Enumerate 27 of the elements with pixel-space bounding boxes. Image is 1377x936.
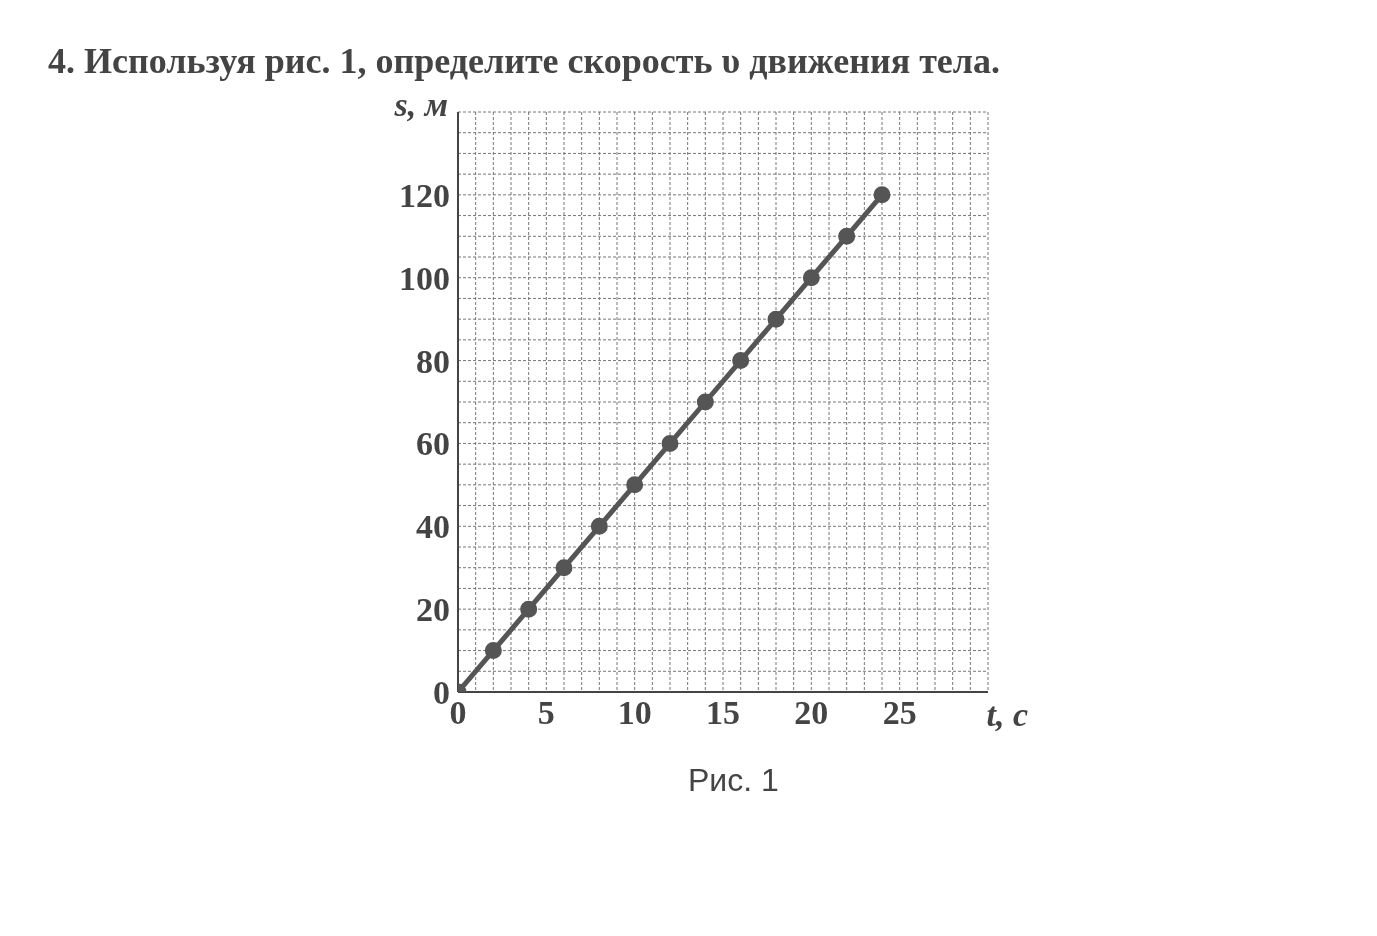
x-tick-label: 20 — [794, 694, 829, 732]
chart-title: 4. Используя рис. 1, определите скорость υ движения тела. — [48, 40, 1002, 82]
x-tick-label: 15 — [706, 694, 740, 732]
y-tick-label: 40 — [416, 508, 450, 546]
y-tick-label: 20 — [416, 591, 450, 629]
y-tick-label: 60 — [416, 425, 450, 463]
point — [520, 600, 538, 618]
point — [661, 434, 679, 452]
point — [484, 642, 502, 660]
y-axis-title: s, м — [393, 86, 448, 124]
point — [555, 559, 573, 577]
y-tick-label: 80 — [416, 342, 450, 380]
point — [838, 227, 856, 245]
point — [767, 310, 785, 328]
y-tick-label: 100 — [399, 259, 450, 297]
point — [696, 393, 714, 411]
x-tick-label: 5 — [537, 694, 555, 732]
point — [626, 476, 644, 494]
x-tick-label: 10 — [617, 694, 652, 732]
x-tick-label: 25 — [882, 694, 917, 732]
point — [873, 186, 891, 204]
text: Рис. 1 — [688, 762, 780, 799]
point — [590, 517, 608, 535]
point — [732, 352, 750, 370]
point — [802, 269, 820, 287]
y-tick-label: 120 — [399, 176, 450, 214]
x-axis-title: t, с — [986, 696, 1028, 734]
